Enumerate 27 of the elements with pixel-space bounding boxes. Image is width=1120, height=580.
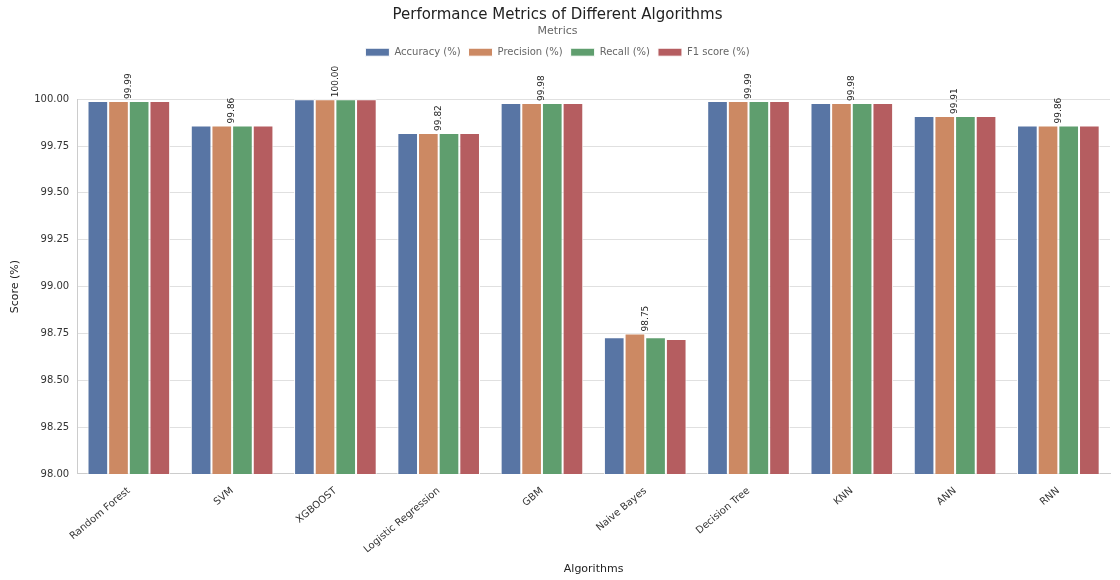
annotation: 99.99 [742,73,753,100]
annotation: 99.91 [949,88,960,115]
y-tick-label: 99.75 [40,139,70,151]
y-tick-label: 98.75 [40,327,70,339]
legend-label: Recall (%) [599,45,651,57]
annotation: 99.98 [536,74,547,101]
annotation: 98.75 [639,305,650,332]
annotation: 100.00 [329,65,340,98]
y-tick-label: 99.00 [40,280,70,292]
annotation: 99.99 [123,73,134,100]
y-tick-label: 99.50 [40,186,70,198]
y-tick-label: 98.25 [40,420,70,432]
chart-title: Performance Metrics of Different Algorithms [392,4,723,23]
y-tick-label: 98.50 [40,373,70,385]
annotation: 99.98 [846,74,857,101]
y-tick-label: 99.25 [40,233,70,245]
annotation: 99.86 [226,97,237,124]
x-axis-title: Algorithms [563,562,624,576]
annotation: 99.82 [433,105,444,131]
y-tick-label: 98.00 [40,467,70,479]
legend-label: Accuracy (%) [394,45,461,57]
y-tick-label: 100.00 [34,92,70,104]
legend-title: Metrics [537,24,578,38]
y-axis-title: Score (%) [8,259,22,314]
annotation: 99.86 [1052,97,1063,124]
legend-label: Precision (%) [497,45,563,57]
legend-label: F1 score (%) [686,45,750,57]
